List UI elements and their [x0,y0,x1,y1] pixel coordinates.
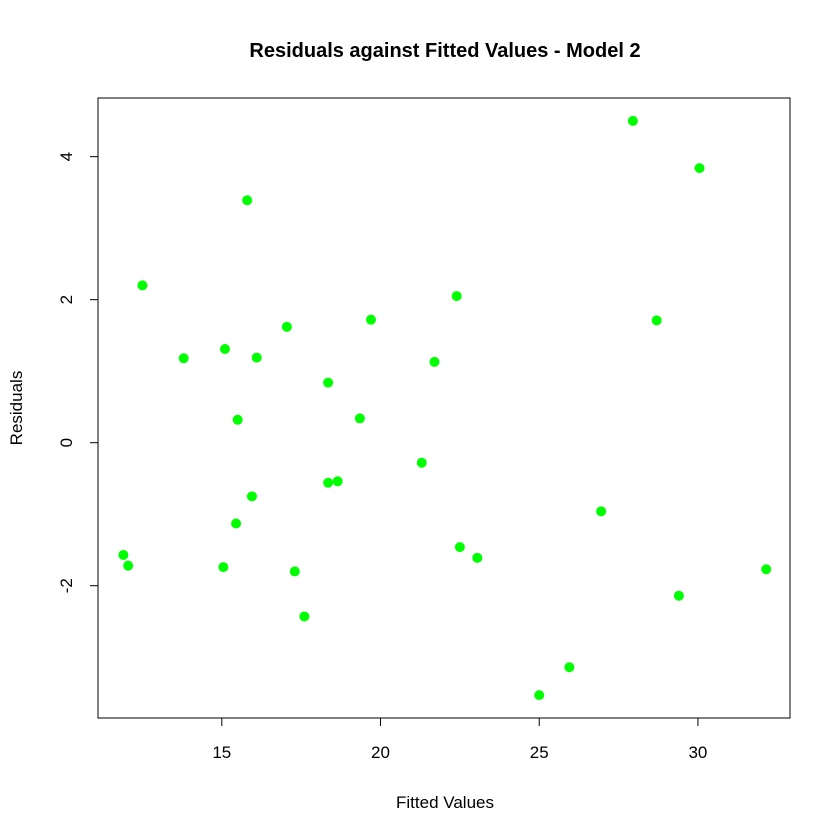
data-point [231,518,242,529]
data-point [123,560,134,571]
data-point [429,356,440,367]
data-point [365,314,376,325]
data-point [218,562,229,573]
y-tick-label: 0 [57,438,76,447]
data-point [219,344,230,355]
y-axis: -2 0 2 4 [57,152,98,593]
x-tick-label: 25 [530,743,549,762]
data-point [472,552,483,563]
data-point [323,377,334,388]
plot-frame [97,97,791,719]
data-point [323,477,334,488]
data-point [761,564,772,575]
data-point [673,590,684,601]
x-tick-label: 30 [688,743,707,762]
data-point [232,414,243,425]
x-axis: 15 20 25 30 [212,718,707,762]
data-point [289,566,300,577]
data-point [332,476,343,487]
x-tick-label: 15 [212,743,231,762]
data-point [242,195,253,206]
data-point [118,549,129,560]
data-point [694,163,705,174]
data-point [416,457,427,468]
data-point [246,491,257,502]
data-point [354,413,365,424]
data-point [451,291,462,302]
data-point [534,690,545,701]
y-tick-label: 4 [57,152,76,161]
data-point [564,662,575,673]
data-point [281,321,292,332]
data-point [651,315,662,326]
data-point [178,353,189,364]
data-point [137,280,148,291]
x-tick-label: 20 [371,743,390,762]
data-point [596,506,607,517]
x-axis-label: Fitted Values [396,793,494,812]
chart-title: Residuals against Fitted Values - Model … [249,40,640,62]
data-point [299,611,310,622]
data-points [118,115,772,701]
data-point [627,115,638,126]
data-point [251,352,262,363]
y-axis-label: Residuals [7,371,26,446]
y-tick-label: 2 [57,295,76,304]
y-tick-label: -2 [57,578,76,593]
data-point [454,542,465,553]
